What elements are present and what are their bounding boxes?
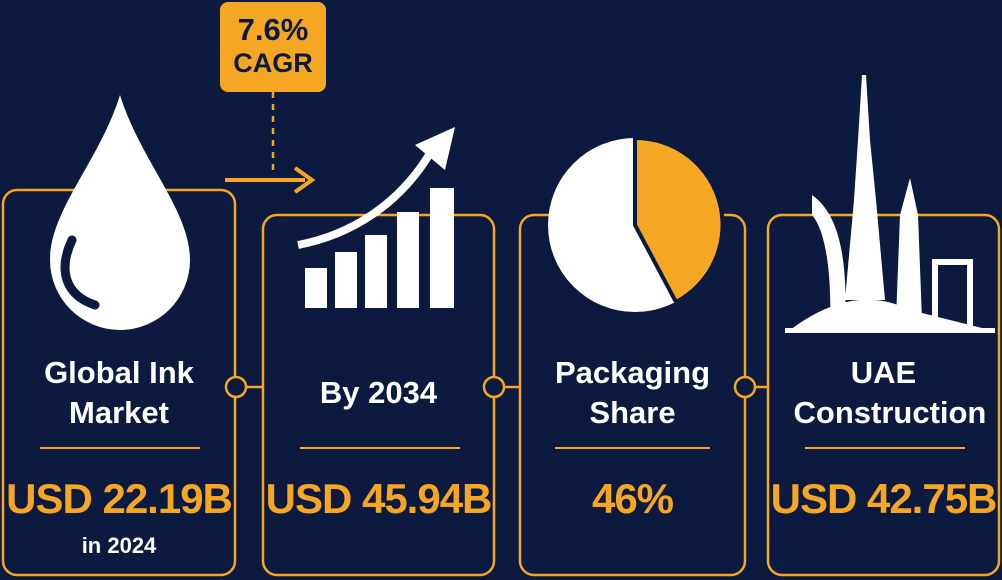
card-title: Packaging Share — [554, 355, 711, 430]
card-value: USD 42.75B — [770, 475, 998, 522]
card-title-box: By 2034 — [263, 348, 494, 438]
pie-icon — [548, 135, 725, 312]
connector-dot — [224, 375, 248, 399]
card: Packaging Share 46% — [520, 0, 745, 580]
badge-value: 7.6% — [237, 12, 309, 47]
card-value: USD 45.94B — [265, 475, 493, 522]
card: Global Ink Market USD 22.19B in 2024 — [3, 0, 235, 580]
card: UAE Construction USD 42.75B — [768, 0, 999, 580]
connector-dot — [733, 375, 757, 399]
cagr-badge: 7.6% CAGR — [220, 2, 326, 92]
card-title: By 2034 — [319, 375, 438, 410]
badge-label: CAGR — [233, 48, 313, 78]
card-title-box: UAE Construction — [768, 348, 999, 438]
skyline-icon — [785, 75, 995, 333]
bar-icon — [297, 127, 455, 308]
drop-icon — [50, 95, 190, 330]
card: By 2034 USD 45.94B — [263, 0, 494, 580]
card-title-box: Global Ink Market — [3, 348, 235, 438]
card-value: 46% — [591, 475, 674, 522]
card-note: in 2024 — [81, 533, 157, 558]
drop-highlight — [60, 235, 100, 310]
card-title-box: Packaging Share — [520, 348, 745, 438]
card-value: USD 22.19B — [6, 475, 233, 522]
connector-dot — [482, 375, 506, 399]
arrow-head — [293, 166, 316, 194]
card-title: UAE Construction — [793, 355, 987, 430]
card-title: Global Ink Market — [44, 355, 194, 430]
card-border — [766, 213, 1001, 577]
